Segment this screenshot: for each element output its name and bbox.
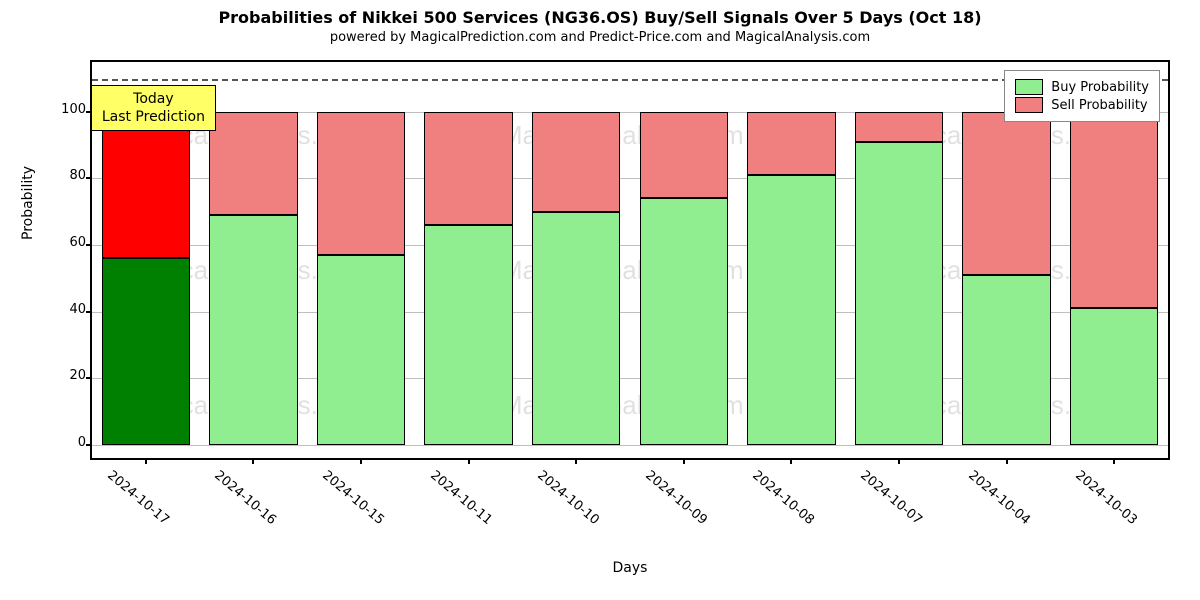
buy-bar: [532, 212, 620, 445]
ytick-mark: [86, 311, 92, 313]
legend-item: Sell Probability: [1015, 97, 1149, 113]
buy-bar: [209, 215, 297, 445]
legend-item: Buy Probability: [1015, 79, 1149, 95]
xtick-label: 2024-10-03: [1073, 468, 1141, 528]
xtick-label: 2024-10-11: [427, 468, 495, 528]
xtick-mark: [145, 458, 147, 464]
sell-bar: [855, 112, 943, 142]
xtick-label: 2024-10-07: [857, 468, 925, 528]
today-annotation-line2: Last Prediction: [102, 108, 205, 126]
xtick-label: 2024-10-04: [965, 468, 1033, 528]
today-annotation-line1: Today: [102, 90, 205, 108]
sell-bar: [532, 112, 620, 212]
sell-bar: [640, 112, 728, 199]
bar-2024-10-16: [209, 62, 297, 458]
legend-label: Buy Probability: [1051, 80, 1149, 95]
sell-bar: [209, 112, 297, 215]
xtick-mark: [683, 458, 685, 464]
sell-bar: [962, 112, 1050, 275]
bar-2024-10-10: [532, 62, 620, 458]
bar-2024-10-08: [747, 62, 835, 458]
xtick-mark: [1006, 458, 1008, 464]
ytick-mark: [86, 444, 92, 446]
xtick-mark: [575, 458, 577, 464]
chart-title: Probabilities of Nikkei 500 Services (NG…: [0, 8, 1200, 27]
sell-bar: [1070, 112, 1158, 308]
chart-subtitle: powered by MagicalPrediction.com and Pre…: [0, 30, 1200, 45]
legend-swatch: [1015, 79, 1043, 95]
xtick-mark: [898, 458, 900, 464]
buy-bar: [855, 142, 943, 445]
buy-bar: [747, 175, 835, 445]
xtick-mark: [1113, 458, 1115, 464]
ytick-label: 100: [26, 102, 86, 117]
xtick-mark: [790, 458, 792, 464]
today-annotation: TodayLast Prediction: [91, 85, 216, 131]
buy-bar: [640, 198, 728, 444]
ytick-label: 40: [26, 302, 86, 317]
bar-2024-10-15: [317, 62, 405, 458]
sell-bar: [747, 112, 835, 175]
ytick-label: 80: [26, 168, 86, 183]
xtick-label: 2024-10-09: [642, 468, 710, 528]
ytick-mark: [86, 177, 92, 179]
ytick-mark: [86, 244, 92, 246]
xtick-label: 2024-10-17: [104, 468, 172, 528]
bar-2024-10-07: [855, 62, 943, 458]
xtick-label: 2024-10-10: [535, 468, 603, 528]
x-axis-label: Days: [90, 560, 1170, 576]
buy-bar: [424, 225, 512, 445]
legend-label: Sell Probability: [1051, 98, 1147, 113]
legend-swatch: [1015, 97, 1043, 113]
sell-bar: [424, 112, 512, 225]
ytick-label: 0: [26, 435, 86, 450]
sell-bar: [102, 112, 190, 258]
ytick-label: 60: [26, 235, 86, 250]
bar-2024-10-11: [424, 62, 512, 458]
chart-container: Probabilities of Nikkei 500 Services (NG…: [0, 0, 1200, 600]
xtick-label: 2024-10-08: [750, 468, 818, 528]
ytick-mark: [86, 377, 92, 379]
bar-2024-10-09: [640, 62, 728, 458]
ytick-label: 20: [26, 368, 86, 383]
xtick-label: 2024-10-15: [319, 468, 387, 528]
buy-bar: [102, 258, 190, 444]
legend: Buy Probability Sell Probability: [1004, 70, 1160, 122]
xtick-mark: [252, 458, 254, 464]
buy-bar: [317, 255, 405, 445]
buy-bar: [1070, 308, 1158, 444]
xtick-mark: [360, 458, 362, 464]
sell-bar: [317, 112, 405, 255]
xtick-label: 2024-10-16: [212, 468, 280, 528]
xtick-mark: [468, 458, 470, 464]
buy-bar: [962, 275, 1050, 445]
plot-area: MagicalAnalysis.comMagicalAnalysis.comMa…: [90, 60, 1170, 460]
